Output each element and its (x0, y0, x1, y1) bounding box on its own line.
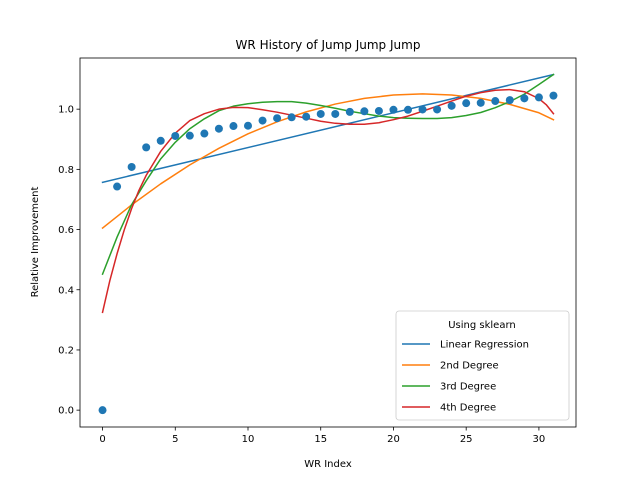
legend-label: 4th Degree (440, 403, 496, 414)
y-tick-label: 0.8 (58, 165, 74, 176)
x-tick-label: 25 (460, 434, 473, 445)
data-point (127, 162, 136, 171)
series-line-4th-degree (101, 88, 555, 314)
x-axis: 0 5 10 15 20 25 30 (99, 427, 545, 445)
y-tick-label: 1.0 (58, 105, 74, 116)
y-axis: 0.0 0.2 0.4 0.6 0.8 1.0 (58, 105, 80, 417)
x-axis-label: WR Index (304, 459, 352, 470)
data-point (345, 107, 354, 116)
series-line-3rd-degree (101, 73, 555, 276)
y-tick-label: 0.4 (58, 285, 74, 296)
data-point (520, 94, 529, 103)
x-tick-label: 30 (533, 434, 546, 445)
data-point (273, 114, 282, 123)
data-point (331, 109, 340, 118)
legend-label: Linear Regression (440, 340, 529, 351)
data-point (462, 99, 471, 108)
chart-title: WR History of Jump Jump Jump (236, 38, 421, 52)
data-point (98, 406, 107, 415)
data-point (389, 105, 398, 114)
data-point (229, 122, 238, 131)
y-tick-label: 0.0 (58, 406, 74, 417)
data-point (447, 101, 456, 110)
data-point (433, 105, 442, 114)
legend-label: 2nd Degree (440, 361, 499, 372)
data-point (404, 105, 412, 114)
x-tick-label: 15 (314, 434, 327, 445)
data-point (171, 131, 180, 140)
y-tick-label: 0.2 (58, 345, 74, 356)
data-point (142, 143, 151, 152)
data-point (258, 116, 267, 125)
series-line-2nd-degree (101, 93, 555, 230)
x-tick-label: 20 (387, 434, 400, 445)
plot-frame (79, 57, 577, 428)
data-point (185, 131, 194, 140)
data-point (244, 121, 252, 130)
legend: Using sklearn Linear Regression 2nd Degre… (395, 310, 570, 421)
legend-box (395, 310, 570, 421)
y-tick-label: 0.6 (58, 225, 74, 236)
data-point (287, 113, 296, 122)
plot-area (98, 73, 558, 415)
legend-title: Using sklearn (448, 320, 516, 331)
data-point (316, 109, 325, 118)
data-point (534, 93, 543, 102)
data-point (302, 112, 311, 121)
data-point (113, 182, 122, 191)
data-point (491, 97, 500, 106)
data-point (476, 98, 485, 107)
x-tick-label: 10 (242, 434, 255, 445)
data-point (156, 136, 165, 145)
data-point (374, 106, 383, 115)
data-point (418, 105, 427, 114)
data-point (360, 107, 369, 116)
y-axis-label: Relative Improvement (30, 187, 41, 298)
data-point (505, 96, 514, 105)
x-tick-label: 5 (172, 434, 178, 445)
data-point (214, 124, 223, 133)
data-point (549, 91, 558, 100)
x-tick-label: 0 (99, 434, 105, 445)
data-point (200, 129, 209, 138)
legend-label: 3rd Degree (440, 382, 496, 393)
